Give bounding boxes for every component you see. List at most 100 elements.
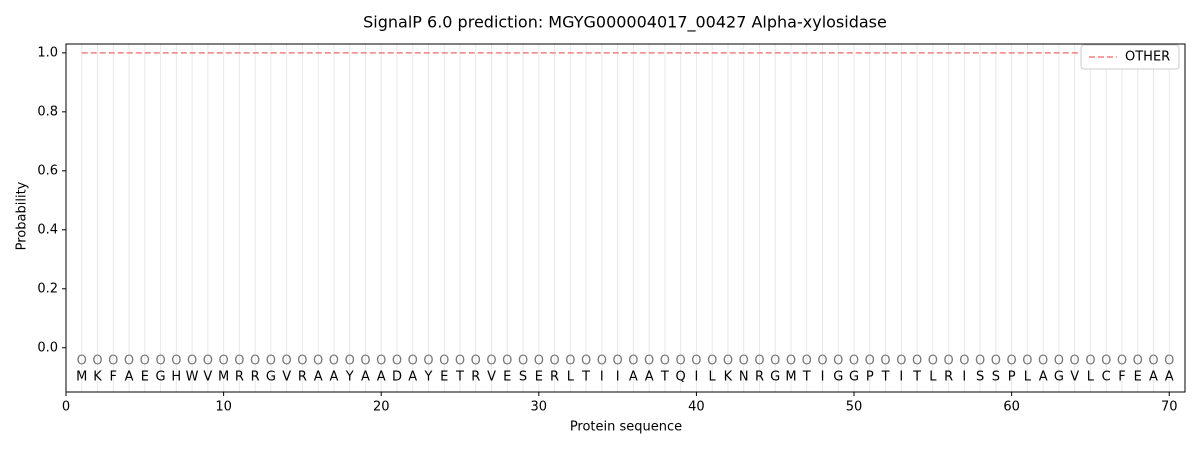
residue-label: R (755, 369, 764, 384)
residue-label: A (314, 369, 323, 384)
state-label: O (1085, 353, 1095, 368)
state-label: O (786, 353, 796, 368)
state-label: O (581, 353, 591, 368)
chart-title: SignalP 6.0 prediction: MGYG000004017_00… (363, 13, 887, 33)
state-label: O (297, 353, 307, 368)
state-label: O (1007, 353, 1017, 368)
residue-label: T (912, 369, 921, 384)
residue-label: T (455, 369, 464, 384)
residue-label: A (408, 369, 417, 384)
residue-label: A (361, 369, 370, 384)
state-label: O (155, 353, 165, 368)
residue-label: I (821, 369, 825, 384)
state-label: O (92, 353, 102, 368)
residue-label: V (203, 369, 212, 384)
residue-label: C (1102, 369, 1111, 384)
x-tick-label: 70 (1161, 400, 1178, 415)
state-label: O (928, 353, 938, 368)
state-label: O (691, 353, 701, 368)
state-label: O (565, 353, 575, 368)
state-label: O (1022, 353, 1032, 368)
state-label: O (833, 353, 843, 368)
state-label: O (660, 353, 670, 368)
y-tick-label: 1.0 (37, 45, 58, 60)
y-tick-label: 0.6 (37, 163, 58, 178)
residue-label: P (866, 369, 874, 384)
residue-label: Y (345, 369, 354, 384)
state-label: O (376, 353, 386, 368)
state-label: O (266, 353, 276, 368)
residue-label: M (218, 369, 229, 384)
state-label: O (754, 353, 764, 368)
state-label: O (282, 353, 292, 368)
residue-label: E (440, 369, 448, 384)
state-label: O (739, 353, 749, 368)
residue-label: M (76, 369, 87, 384)
state-label: O (959, 353, 969, 368)
residue-label: A (645, 369, 654, 384)
residue-label: L (1087, 369, 1095, 384)
residue-label: I (899, 369, 903, 384)
state-label: O (770, 353, 780, 368)
state-label: O (1133, 353, 1143, 368)
state-label: O (597, 353, 607, 368)
state-label: O (1117, 353, 1127, 368)
residue-label: F (110, 369, 117, 384)
legend-box (1080, 44, 1180, 70)
residue-label: L (567, 369, 575, 384)
state-label: O (912, 353, 922, 368)
state-label: O (1148, 353, 1158, 368)
state-label: O (518, 353, 528, 368)
residue-label: A (1165, 369, 1174, 384)
state-label: O (77, 353, 87, 368)
residue-label: G (849, 369, 859, 384)
residue-label: N (739, 369, 749, 384)
residue-label: L (1024, 369, 1032, 384)
residue-label: A (629, 369, 638, 384)
x-tick-label: 30 (531, 400, 548, 415)
x-axis-label: Protein sequence (570, 420, 682, 435)
residue-label: G (266, 369, 276, 384)
state-label: O (849, 353, 859, 368)
state-label: O (1054, 353, 1064, 368)
x-tick-label: 10 (215, 400, 232, 415)
residue-label: P (1008, 369, 1016, 384)
state-label: O (234, 353, 244, 368)
state-label: O (345, 353, 355, 368)
y-tick-label: 0.2 (37, 281, 58, 296)
residue-label: W (186, 369, 199, 384)
residue-label: T (802, 369, 811, 384)
residue-label: V (487, 369, 496, 384)
residue-label: I (616, 369, 620, 384)
state-label: O (471, 353, 481, 368)
state-label: O (1101, 353, 1111, 368)
residue-label: R (550, 369, 559, 384)
state-label: O (628, 353, 638, 368)
state-label: O (124, 353, 134, 368)
residue-label: G (833, 369, 843, 384)
state-label: O (943, 353, 953, 368)
state-label: O (455, 353, 465, 368)
residue-label: K (724, 369, 733, 384)
state-label: O (865, 353, 875, 368)
residue-label: A (1039, 369, 1048, 384)
state-label: O (187, 353, 197, 368)
x-tick-label: 50 (846, 400, 863, 415)
residue-label: F (1118, 369, 1125, 384)
state-label: O (676, 353, 686, 368)
residue-label: I (600, 369, 604, 384)
state-label: O (1164, 353, 1174, 368)
residue-label: M (785, 369, 796, 384)
residue-label: R (251, 369, 260, 384)
residue-label: I (695, 369, 699, 384)
state-label: O (991, 353, 1001, 368)
state-label: O (408, 353, 418, 368)
residue-label: Q (676, 369, 686, 384)
residue-label: G (770, 369, 780, 384)
residue-label: R (298, 369, 307, 384)
plot-frame (65, 43, 1186, 393)
state-label: O (218, 353, 228, 368)
residue-label: H (171, 369, 181, 384)
state-label: O (534, 353, 544, 368)
